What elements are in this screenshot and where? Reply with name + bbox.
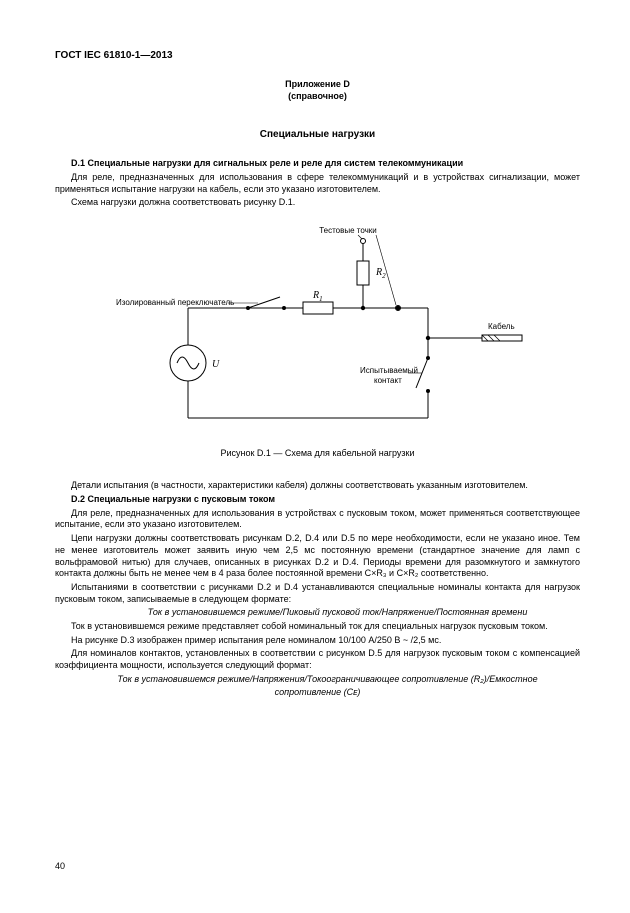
d2-format1: Ток в установившемся режиме/Пиковый пуск… xyxy=(55,607,580,619)
doc-header: ГОСТ IEC 61810-1—2013 xyxy=(55,50,580,61)
d1-p1: Для реле, предназначенных для использова… xyxy=(55,172,580,195)
section-d1-heading: D.1 Специальные нагрузки для сигнальных … xyxy=(55,158,580,168)
d2-format2b: сопротивление (Cᴇ) xyxy=(55,687,580,699)
page-number: 40 xyxy=(55,861,65,871)
label-test-contact-2: контакт xyxy=(374,376,402,385)
d2-format2a: Ток в установившемся режиме/Напряжения/Т… xyxy=(55,674,580,686)
label-r1: R1 xyxy=(312,290,323,303)
d2-p6: Для номиналов контактов, установленных в… xyxy=(55,648,580,671)
d1-after: Детали испытания (в частности, характери… xyxy=(55,480,580,492)
label-iso-switch: Изолированный переключатель xyxy=(116,298,234,307)
d2-p4: Ток в установившемся режиме представляет… xyxy=(55,621,580,633)
section-d2-heading: D.2 Специальные нагрузки с пусковым токо… xyxy=(55,494,580,504)
d2-p2: Цепи нагрузки должны соответствовать рис… xyxy=(55,533,580,580)
d2-p3: Испытаниями в соответствии с рисунками D… xyxy=(55,582,580,605)
appendix-title: Приложение D xyxy=(55,79,580,89)
figure-d1: Тестовые точки R2 R1 Изолированный перек… xyxy=(108,223,528,438)
d2-p1: Для реле, предназначенных для использова… xyxy=(55,508,580,531)
label-u: U xyxy=(212,359,220,370)
label-r2: R2 xyxy=(375,267,386,280)
label-test-contact-1: Испытываемый xyxy=(360,366,418,375)
label-test-points: Тестовые точки xyxy=(319,226,377,235)
appendix-subtitle: (справочное) xyxy=(55,91,580,101)
d2-p5: На рисунке D.3 изображен пример испытани… xyxy=(55,635,580,647)
main-heading: Специальные нагрузки xyxy=(55,129,580,140)
label-cable: Кабель xyxy=(488,322,515,331)
d1-p2: Схема нагрузки должна соответствовать ри… xyxy=(55,197,580,209)
figure-caption: Рисунок D.1 — Схема для кабельной нагруз… xyxy=(55,448,580,458)
